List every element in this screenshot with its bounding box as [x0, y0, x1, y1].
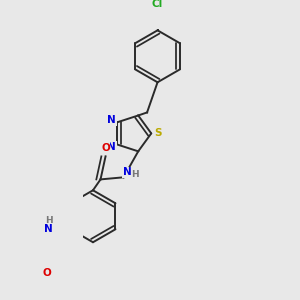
Text: N: N [122, 167, 131, 177]
Text: N: N [44, 224, 53, 234]
Text: H: H [45, 216, 52, 225]
Text: H: H [131, 170, 139, 179]
Text: O: O [42, 268, 51, 278]
Text: O: O [101, 143, 110, 153]
Text: S: S [154, 128, 161, 138]
Text: N: N [107, 142, 116, 152]
Text: Cl: Cl [152, 0, 163, 9]
Text: N: N [107, 115, 116, 125]
